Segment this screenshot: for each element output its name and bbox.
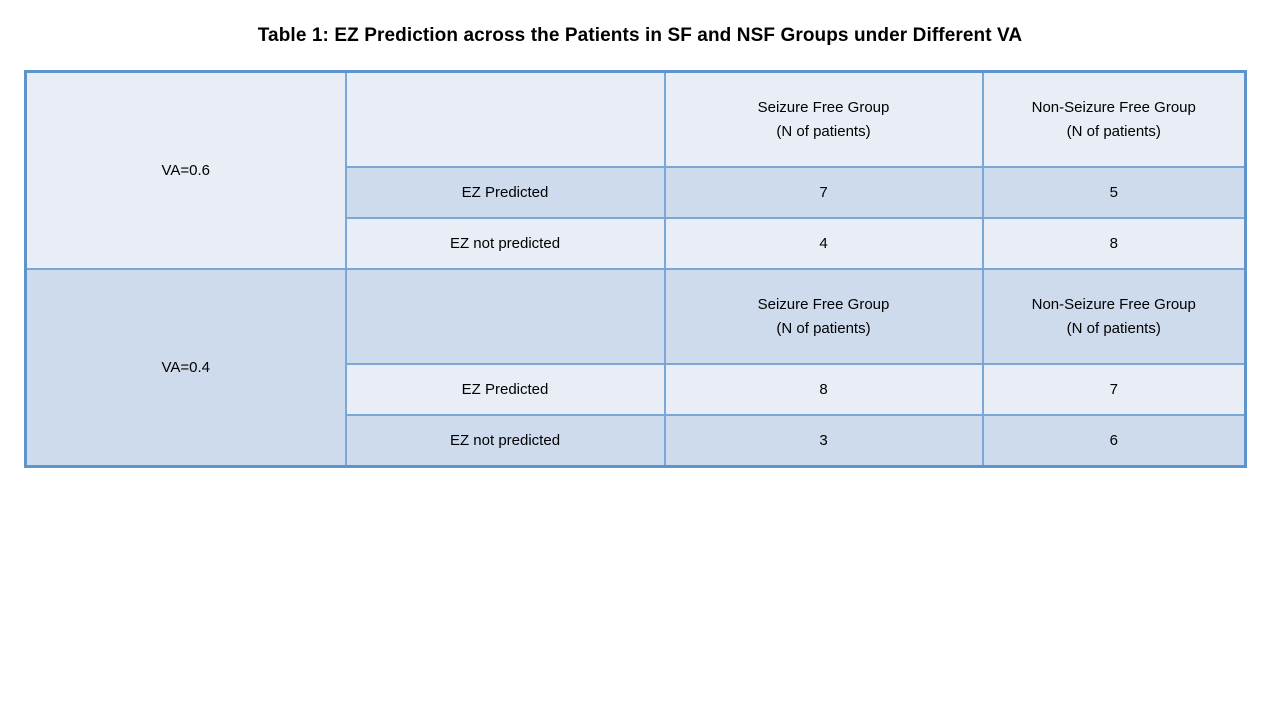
section1-corner-cell xyxy=(344,70,666,168)
section2-ez-not-predicted-row: EZ not predicted 3 6 xyxy=(26,414,1247,468)
value-cell-sf: 4 xyxy=(663,217,984,270)
section1-ez-predicted-row: EZ Predicted 7 5 xyxy=(26,166,1247,219)
column-header-subtitle: (N of patients) xyxy=(1066,122,1161,140)
value-cell-sf: 3 xyxy=(663,414,984,468)
section2-corner-cell xyxy=(344,268,666,365)
section1-column-header-non-seizure-free: Non-Seizure Free Group (N of patients) xyxy=(981,70,1247,168)
column-header-subtitle: (N of patients) xyxy=(776,319,871,337)
column-header-subtitle: (N of patients) xyxy=(776,122,871,140)
prediction-table: VA=0.6 Seizure Free Group (N of patients… xyxy=(24,70,1247,468)
column-header-subtitle: (N of patients) xyxy=(1066,319,1161,337)
section1-column-header-seizure-free: Seizure Free Group (N of patients) xyxy=(663,70,984,168)
column-header-name: Non-Seizure Free Group xyxy=(1031,295,1196,313)
column-header-name: Seizure Free Group xyxy=(757,98,890,116)
value-cell-nsf: 6 xyxy=(981,414,1247,468)
row-label-ez-not-predicted: EZ not predicted xyxy=(344,217,666,270)
section2-column-header-seizure-free: Seizure Free Group (N of patients) xyxy=(663,268,984,365)
row-label-ez-not-predicted: EZ not predicted xyxy=(344,414,666,468)
va-group-label-0-6: VA=0.6 xyxy=(24,70,347,270)
value-cell-nsf: 8 xyxy=(981,217,1247,270)
value-cell-nsf: 5 xyxy=(981,166,1247,219)
section2-ez-predicted-row: EZ Predicted 8 7 xyxy=(26,363,1247,416)
value-cell-sf: 7 xyxy=(663,166,984,219)
value-cell-nsf: 7 xyxy=(981,363,1247,416)
value-cell-sf: 8 xyxy=(663,363,984,416)
row-label-ez-predicted: EZ Predicted xyxy=(344,363,666,416)
table-title: Table 1: EZ Prediction across the Patien… xyxy=(257,25,1023,46)
va-group-label-0-4: VA=0.4 xyxy=(24,268,347,468)
column-header-name: Seizure Free Group xyxy=(757,295,890,313)
row-label-ez-predicted: EZ Predicted xyxy=(344,166,666,219)
section1-ez-not-predicted-row: EZ not predicted 4 8 xyxy=(26,217,1247,270)
column-header-name: Non-Seizure Free Group xyxy=(1031,98,1196,116)
section1-header-row: VA=0.6 Seizure Free Group (N of patients… xyxy=(24,70,1247,270)
section2-column-header-non-seizure-free: Non-Seizure Free Group (N of patients) xyxy=(981,268,1247,365)
section2-header-row: VA=0.4 Seizure Free Group (N of patients… xyxy=(24,268,1247,468)
